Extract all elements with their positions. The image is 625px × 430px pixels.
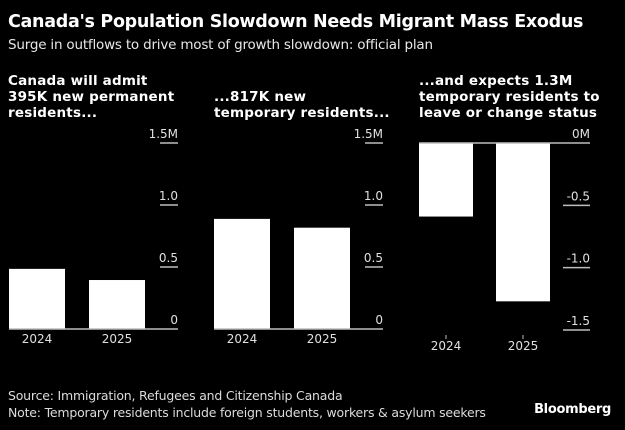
- y-tick-label: -1.5: [567, 314, 590, 328]
- chart-title: Canada's Population Slowdown Needs Migra…: [8, 12, 584, 32]
- y-tick-label: 1.5M: [354, 127, 383, 141]
- y-tick-label: 0: [170, 313, 178, 327]
- y-tick-label: 0.5: [364, 251, 383, 265]
- bloomberg-logo: Bloomberg: [534, 402, 611, 417]
- y-tick-label: 1.0: [159, 189, 178, 203]
- y-tick-label: 1.0: [364, 189, 383, 203]
- panel-3-title: ...and expects 1.3M temporary residents …: [419, 73, 600, 121]
- x-tick-label: 2024: [431, 339, 462, 353]
- footer: Source: Immigration, Refugees and Citize…: [8, 387, 486, 421]
- y-tick-label: 1.5M: [149, 127, 178, 141]
- bar-2024: [419, 143, 473, 217]
- y-tick-label: -1.0: [567, 252, 590, 266]
- panel-2-title-line: temporary residents...: [214, 105, 390, 121]
- panel-1-title-line: 395K new permanent: [8, 89, 175, 105]
- bar-2025: [89, 280, 145, 329]
- x-tick-label: 2024: [227, 332, 258, 346]
- bar-2025: [294, 227, 350, 329]
- y-tick-label: 0M: [572, 127, 590, 141]
- footnote: Note: Temporary residents include foreig…: [8, 405, 486, 420]
- panel-1-title-line: residents...: [8, 105, 98, 121]
- x-tick-label: 2025: [508, 339, 539, 353]
- y-tick-label: -0.5: [567, 189, 590, 203]
- x-tick-label: 2025: [102, 332, 133, 346]
- panel-1-title-line: Canada will admit: [8, 73, 148, 89]
- panel-3-title-line: temporary residents to: [419, 89, 600, 105]
- bar-2025: [496, 143, 550, 302]
- panel-2-title-line: ...817K new: [214, 89, 307, 105]
- bar-2024: [9, 268, 65, 329]
- x-tick-label: 2025: [307, 332, 338, 346]
- y-tick-label: 0: [375, 313, 383, 327]
- y-tick-label: 0.5: [159, 251, 178, 265]
- chart-subtitle: Surge in outflows to drive most of growt…: [8, 37, 433, 53]
- x-tick-label: 2024: [22, 332, 53, 346]
- source-note: Source: Immigration, Refugees and Citize…: [8, 388, 343, 403]
- panel-3-title-line: ...and expects 1.3M: [419, 73, 573, 89]
- panel-3-title-line: leave or change status: [419, 105, 598, 121]
- bar-2024: [214, 218, 270, 329]
- panel-2-title: ...817K new temporary residents...: [214, 89, 390, 121]
- panel-1-title: Canada will admit 395K new permanent res…: [8, 73, 174, 121]
